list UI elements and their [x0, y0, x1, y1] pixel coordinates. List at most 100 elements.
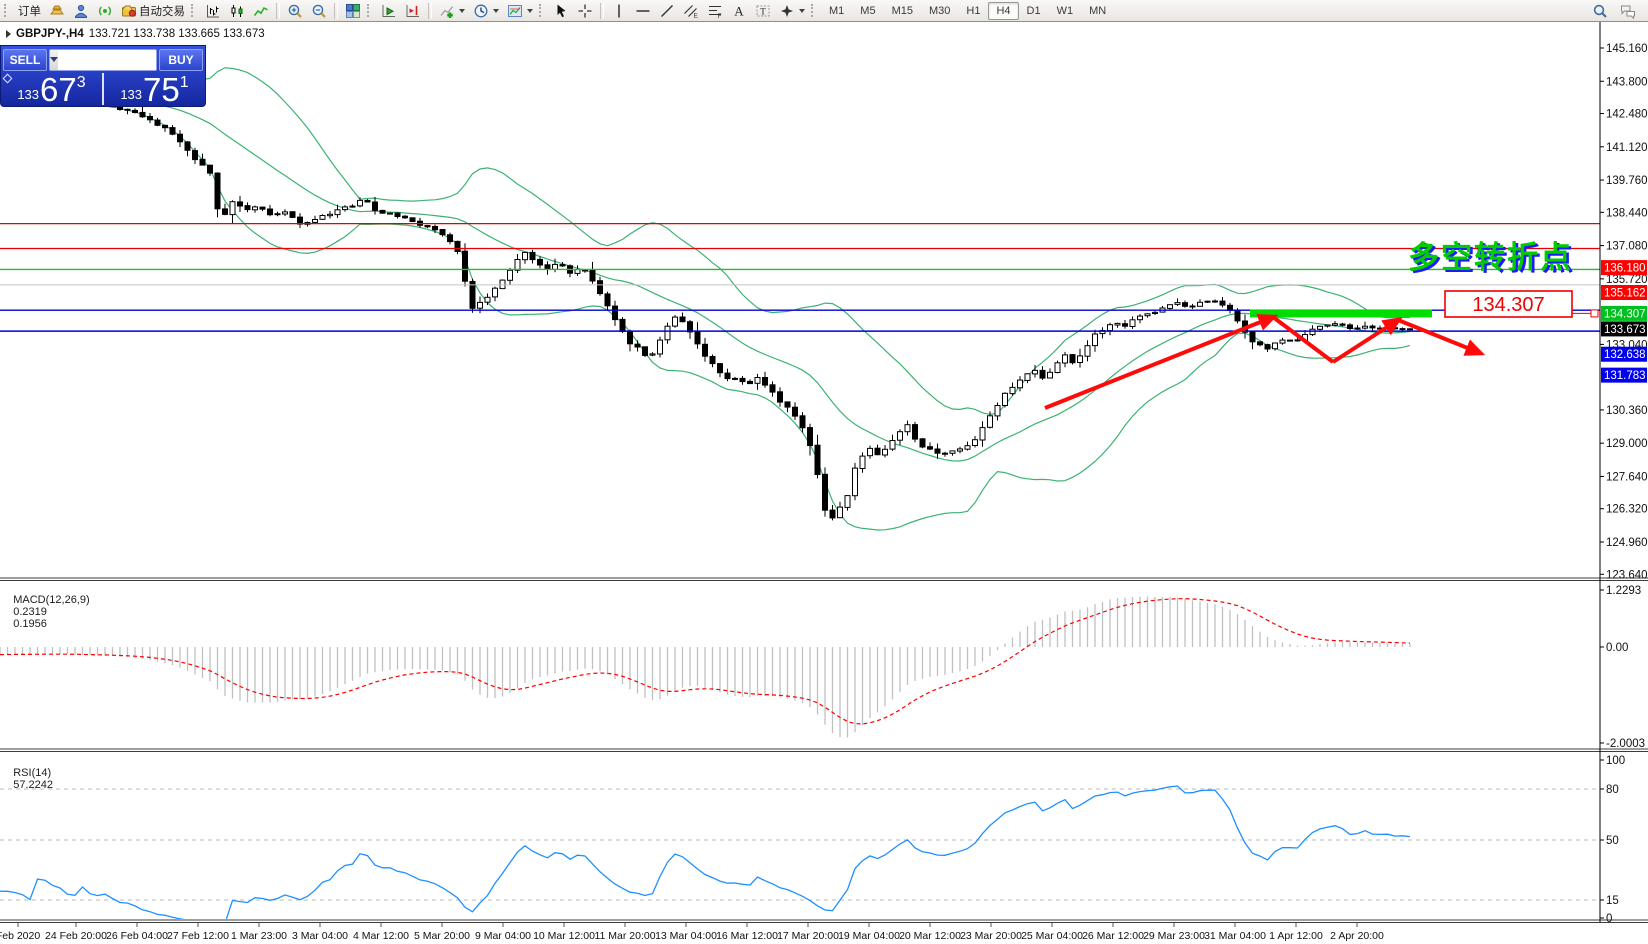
candle: [1152, 311, 1158, 314]
timeframe-button-m15[interactable]: M15: [891, 4, 913, 17]
volume-input[interactable]: [58, 49, 156, 70]
timeframe-button-h1[interactable]: H1: [966, 4, 981, 17]
resistance-zone-rect[interactable]: [1250, 309, 1432, 318]
annotation-text[interactable]: 多空转折点: [1408, 240, 1573, 275]
text-label-button[interactable]: T: [751, 0, 775, 22]
cursor-button[interactable]: [549, 0, 573, 22]
candle: [507, 269, 513, 281]
trend-arrow[interactable]: [1397, 318, 1486, 356]
candle: [1339, 323, 1346, 326]
crosshair-button[interactable]: [573, 0, 597, 22]
zoom-in-button[interactable]: [283, 0, 307, 22]
candle: [792, 406, 798, 417]
rsi-axis-label: 0: [1606, 913, 1612, 925]
timeframe-button-w1[interactable]: W1: [1056, 4, 1074, 17]
price-axis-tick-label: 141.120: [1606, 142, 1648, 154]
candle: [1197, 301, 1203, 307]
toolbar-separator: [334, 2, 338, 19]
candle: [469, 281, 476, 309]
candle: [319, 215, 326, 220]
trend-arrow[interactable]: [1044, 314, 1279, 410]
candle: [364, 199, 371, 203]
signals-button[interactable]: [93, 0, 117, 22]
sell-price-display[interactable]: 133 67 3: [1, 71, 102, 107]
indicators-button[interactable]: [435, 0, 469, 22]
candle: [979, 427, 986, 441]
auto-scroll-button[interactable]: [377, 0, 401, 22]
zoom-out-button[interactable]: [307, 0, 331, 22]
symbol-info-bar: GBPJPY-,H4 133.721 133.738 133.665 133.6…: [6, 28, 265, 40]
candle: [1077, 355, 1083, 363]
volume-decrease-button[interactable]: [50, 49, 58, 70]
price-axis-tick-label: 143.800: [1606, 76, 1648, 88]
time-axis-label: 3 Mar 04:00: [292, 930, 348, 942]
time-axis-label: 25 Mar 04:00: [1021, 930, 1083, 942]
candle: [724, 372, 731, 380]
candle: [1204, 300, 1211, 303]
candle: [552, 263, 558, 270]
trend-arrow[interactable]: [1331, 316, 1403, 364]
candle: [672, 316, 678, 327]
chart-shift-button[interactable]: [401, 0, 425, 22]
buy-button[interactable]: BUY: [159, 48, 203, 71]
autotrade-button[interactable]: 自动交易: [117, 0, 189, 22]
timeframe-button-h4[interactable]: H4: [988, 1, 1019, 20]
new-order-button[interactable]: 订单: [14, 0, 45, 22]
search-button[interactable]: [1588, 0, 1612, 22]
buy-price-display[interactable]: 133 75 1: [104, 71, 205, 107]
candle: [889, 440, 896, 450]
candle: [1287, 339, 1293, 342]
price-axis-badge-label: 131.783: [1604, 370, 1646, 382]
candle: [462, 250, 468, 282]
time-axis-label: 23 Mar 20:00: [960, 930, 1022, 942]
channel-button[interactable]: E: [679, 0, 703, 22]
time-axis-label: 11 Mar 20:00: [594, 930, 655, 942]
timeframe-button-m1[interactable]: M1: [829, 4, 845, 17]
periods-button[interactable]: [469, 0, 503, 22]
candle: [934, 448, 941, 454]
candle: [1062, 354, 1068, 364]
candlestick-button[interactable]: [225, 0, 249, 22]
trendline-button[interactable]: [655, 0, 679, 22]
candle: [574, 269, 581, 274]
tile-windows-button[interactable]: [341, 0, 365, 22]
text-button[interactable]: A: [727, 0, 751, 22]
candle: [627, 330, 633, 345]
candle: [342, 206, 348, 211]
tile-windows-icon: [346, 3, 360, 18]
price-callout-box[interactable]: [1444, 290, 1573, 318]
candle: [357, 199, 363, 207]
price-chart-svg: 多空转折点多空转折点134.307145.160143.800142.48014…: [0, 22, 1648, 942]
line-chart-button[interactable]: [249, 0, 273, 22]
timeframe-button-mn[interactable]: MN: [1089, 4, 1107, 17]
timeframe-button-d1[interactable]: D1: [1026, 4, 1041, 17]
shapes-button[interactable]: [775, 0, 809, 22]
accounts-button[interactable]: [69, 0, 93, 22]
chart-shift-icon: [406, 4, 419, 17]
candle: [282, 211, 288, 215]
timeframe-button-m30[interactable]: M30: [928, 4, 951, 17]
sell-button[interactable]: SELL: [3, 48, 47, 71]
fibonacci-button[interactable]: F: [703, 0, 727, 22]
price-axis-tick-label: 145.160: [1606, 43, 1648, 55]
trend-arrow[interactable]: [1271, 315, 1335, 364]
timeframe-button-m5[interactable]: M5: [860, 4, 876, 17]
price-axis-badge: [1601, 260, 1647, 276]
candle: [1189, 305, 1196, 308]
candle: [154, 119, 161, 126]
price-axis-tick-label: 129.000: [1606, 438, 1648, 450]
templates-button[interactable]: [503, 0, 537, 22]
candle: [649, 353, 656, 356]
vline-button[interactable]: [607, 0, 631, 22]
candle: [1069, 354, 1076, 364]
deposit-button[interactable]: [45, 0, 69, 22]
time-axis-label: 13 Mar 04:00: [655, 930, 717, 942]
macd-label: MACD(12,26,9) 0.2319 0.1956: [13, 594, 90, 630]
one-click-trading-panel: SELL BUY 133 67 3 133 75 1: [0, 45, 206, 107]
bar-chart-button[interactable]: [201, 0, 225, 22]
hline-button[interactable]: [631, 0, 655, 22]
time-axis-label: Feb 2020: [0, 930, 40, 942]
candle: [822, 473, 828, 511]
chat-button[interactable]: [1616, 0, 1640, 22]
candle: [1212, 300, 1218, 303]
